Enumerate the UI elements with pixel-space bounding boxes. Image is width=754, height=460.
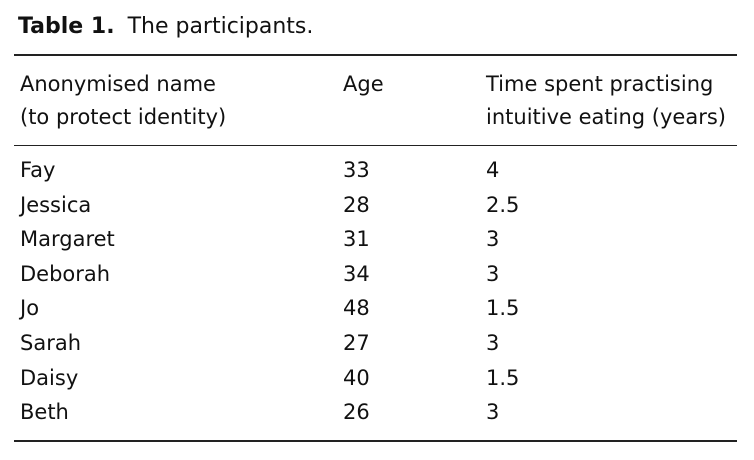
caption: Table 1. The participants.	[18, 16, 313, 38]
cell: 1.5	[486, 296, 520, 321]
cell: 3	[486, 331, 500, 355]
cell: 28	[343, 192, 370, 217]
cell: Margaret	[20, 227, 115, 252]
column-header: intuitive eating (years)	[486, 105, 726, 129]
caption-text: The participants.	[127, 14, 314, 39]
cell: Jessica	[20, 192, 92, 217]
cell: 3	[486, 400, 500, 425]
cell: 33	[343, 158, 370, 182]
column-header: Time spent practising	[486, 72, 714, 96]
cell: 31	[343, 227, 370, 252]
cell: Beth	[20, 400, 69, 425]
cell: Daisy	[20, 365, 79, 390]
bottom-rule	[14, 440, 737, 442]
column-header: Age	[343, 72, 384, 96]
cell: Deborah	[20, 261, 111, 286]
top-rule	[14, 54, 737, 56]
cell: Sarah	[20, 331, 82, 355]
cell: 27	[343, 331, 370, 355]
cell: 4	[486, 158, 500, 182]
cell: 2.5	[486, 192, 520, 217]
cell: Fay	[20, 158, 56, 182]
cell: 3	[486, 227, 500, 252]
cell: 1.5	[486, 365, 520, 390]
header-rule	[14, 145, 737, 146]
cell: 3	[486, 261, 500, 286]
column-header: Anonymised name	[20, 72, 216, 96]
cell: 40	[343, 365, 370, 390]
cell: 26	[343, 400, 370, 425]
cell: Jo	[20, 296, 40, 321]
cell: 34	[343, 261, 370, 286]
caption-label: Table 1.	[18, 14, 115, 39]
cell: 48	[343, 296, 370, 321]
column-header: (to protect identity)	[20, 105, 227, 129]
